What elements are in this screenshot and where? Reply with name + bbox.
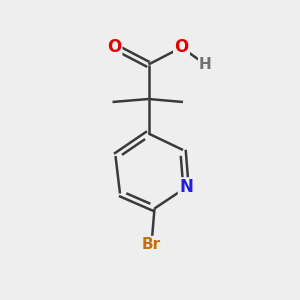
Text: O: O bbox=[107, 38, 121, 56]
Text: H: H bbox=[199, 57, 212, 72]
Text: O: O bbox=[174, 38, 189, 56]
Text: Br: Br bbox=[142, 237, 161, 252]
Text: N: N bbox=[179, 178, 193, 196]
